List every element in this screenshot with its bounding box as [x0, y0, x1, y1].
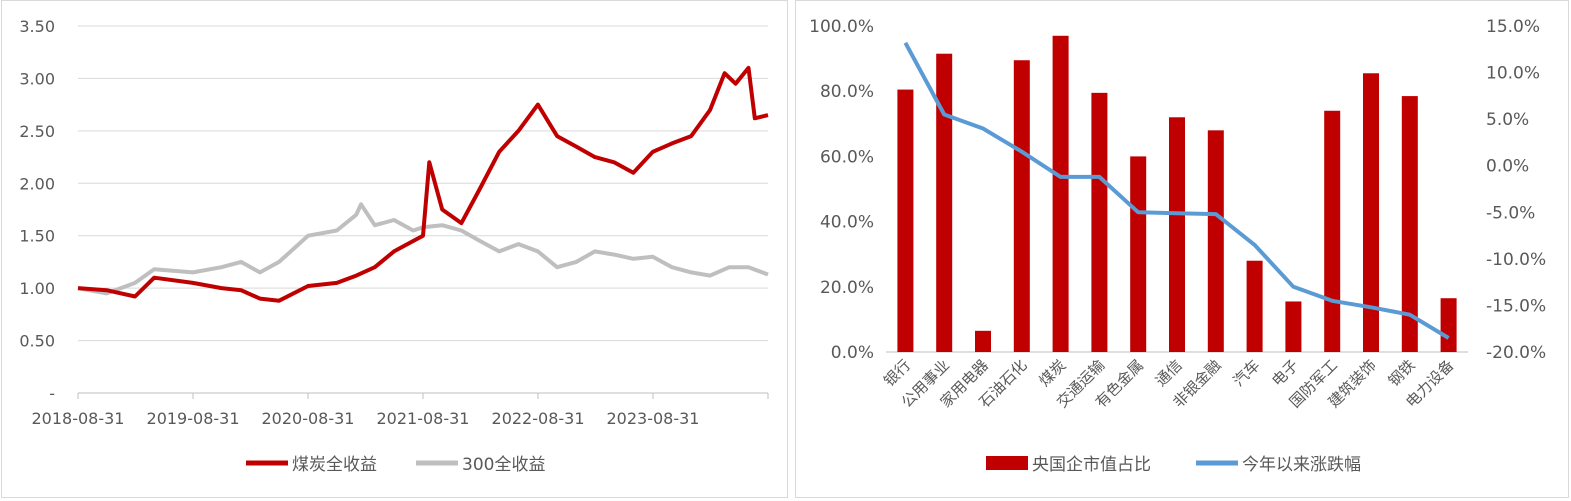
- category-label: 煤炭: [1035, 356, 1069, 390]
- y-tick-label: 0.50: [19, 332, 55, 351]
- y-tick-label: 2.50: [19, 122, 55, 141]
- x-tick-label: 2022-08-31: [492, 409, 585, 428]
- y-tick-label: 1.50: [19, 227, 55, 246]
- legend: 央国企市值占比 今年以来涨跌幅: [986, 455, 1361, 475]
- left-y-tick-label: 80.0%: [820, 82, 874, 102]
- category-label: 汽车: [1229, 356, 1263, 390]
- legend-label: 今年以来涨跌幅: [1242, 455, 1361, 475]
- left-line-chart: - 0.50 1.00 1.50 2.00 2.50 3.00 3.50 2018-08-31 2…: [19, 17, 769, 475]
- series-line-csi300: [77, 202, 769, 296]
- legend-swatch-bar: [986, 456, 1028, 470]
- left-chart-panel: - 0.50 1.00 1.50 2.00 2.50 3.00 3.50 2018-08-31 2…: [1, 0, 788, 498]
- x-tick-label: 2021-08-31: [377, 409, 470, 428]
- bar-9: [1246, 260, 1263, 352]
- right-y-tick-label: -5.0%: [1486, 203, 1535, 223]
- bar-13: [1401, 96, 1418, 352]
- right-y-tick-label: -15.0%: [1486, 296, 1546, 316]
- bar-11: [1324, 110, 1341, 352]
- legend-label: 300全收益: [462, 455, 545, 475]
- right-y-tick-label: 10.0%: [1486, 64, 1540, 84]
- right-y-tick-label: -20.0%: [1486, 343, 1546, 363]
- category-label: 电子: [1268, 356, 1302, 390]
- bar-5: [1091, 92, 1108, 352]
- y-tick-label: 1.00: [19, 279, 55, 298]
- bar-4: [1052, 35, 1069, 352]
- bar-14: [1440, 298, 1457, 352]
- legend: 煤炭全收益 300全收益: [246, 455, 545, 475]
- bar-8: [1207, 130, 1224, 352]
- x-tick-label: 2023-08-31: [606, 409, 699, 428]
- bar-1: [936, 53, 953, 353]
- bar-0: [897, 89, 914, 352]
- right-y-tick-label: 0.0%: [1486, 157, 1529, 177]
- bar-2: [975, 330, 991, 352]
- y-tick-label: -: [49, 384, 55, 403]
- bar-6: [1130, 156, 1147, 352]
- legend-label: 央国企市值占比: [1032, 455, 1151, 475]
- x-tick-label: 2019-08-31: [147, 409, 240, 428]
- legend-label: 煤炭全收益: [292, 455, 377, 475]
- right-y-tick-label: 15.0%: [1486, 17, 1540, 37]
- bar-10: [1285, 301, 1302, 352]
- series-line-coal: [77, 65, 769, 303]
- category-label: 通信: [1152, 356, 1186, 390]
- bar-12: [1363, 73, 1379, 353]
- bar-7: [1169, 117, 1185, 352]
- category-label: 银行: [880, 356, 914, 390]
- left-y-tick-label: 100.0%: [809, 17, 874, 37]
- x-tick-label: 2020-08-31: [261, 409, 354, 428]
- right-y-tick-label: 5.0%: [1486, 110, 1529, 130]
- left-y-tick-label: 20.0%: [820, 278, 874, 298]
- x-tick-label: 2018-08-31: [32, 409, 125, 428]
- category-label: 钢铁: [1385, 356, 1419, 390]
- bar-3: [1013, 60, 1030, 352]
- left-y-tick-label: 40.0%: [820, 213, 874, 233]
- right-y-tick-label: -10.0%: [1486, 250, 1546, 270]
- left-y-tick-label: 60.0%: [820, 147, 874, 167]
- change-line: [903, 41, 1450, 340]
- y-tick-label: 2.00: [19, 174, 55, 193]
- y-tick-label: 3.00: [19, 69, 55, 88]
- right-bar-line-chart: 0.0% 20.0% 40.0% 60.0% 80.0% 100.0% -20.0% -15.…: [809, 17, 1546, 475]
- right-chart-panel: 0.0% 20.0% 40.0% 60.0% 80.0% 100.0% -20.0% -15.…: [795, 0, 1569, 498]
- left-y-tick-label: 0.0%: [831, 343, 874, 363]
- y-tick-label: 3.50: [19, 17, 55, 36]
